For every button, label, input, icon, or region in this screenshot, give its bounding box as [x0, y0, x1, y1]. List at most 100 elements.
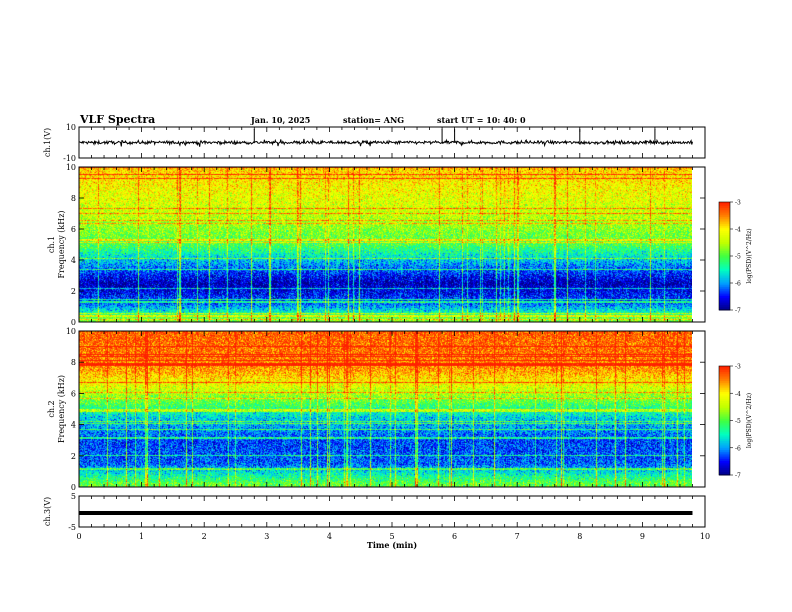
- ch2-spectrogram-colorbar-cell: [719, 407, 730, 411]
- ch1-spectrogram-colorbar-tick-label: -3: [735, 200, 741, 207]
- ch2-spectrogram-colorbar-tick-label: -5: [735, 418, 741, 425]
- x-tick-label: 10: [700, 532, 710, 541]
- ch1-spectrogram-colorbar-cell: [719, 277, 730, 280]
- ch2-spectrogram-colorbar-cell: [719, 393, 730, 396]
- ch2-spectrogram-colorbar-cell: [719, 465, 730, 469]
- ch1-spectrogram-colorbar-cell: [719, 257, 730, 261]
- ch2-spectrogram-colorbar-cell: [719, 424, 730, 427]
- ch2-spectrogram-colorbar-cell: [719, 449, 730, 452]
- ch1-spectrogram-colorbar-cell: [719, 236, 730, 239]
- ch2-spectrogram-colorbar-cell: [719, 389, 730, 392]
- ch1-spectrogram-colorbar-cell: [719, 279, 730, 282]
- ch2-spectrogram-colorbar-cell: [719, 451, 730, 454]
- ch1-spectrogram-colorbar-cell: [719, 254, 730, 257]
- ch1-spectrogram-colorbar-label: log(PSD)(V^2/Hz): [746, 228, 753, 283]
- ch1-spectrogram-colorbar-tick-label: -7: [735, 308, 741, 315]
- ch2-spectrogram-colorbar-cell: [719, 373, 730, 376]
- x-axis-label: Time (min): [367, 540, 417, 550]
- ch1-spectrogram-colorbar-cell: [719, 274, 730, 277]
- ch2-spectrogram-colorbar-cell: [719, 438, 730, 441]
- ch2-spectrogram-colorbar-cell: [719, 367, 730, 371]
- ch2-spectrogram-colorbar-cell: [719, 444, 730, 447]
- ch1-spectrogram-heatmap-image: [79, 167, 692, 322]
- ch1-spectrogram-colorbar-cell: [719, 229, 730, 232]
- ch2-spectrogram-ylabel: Frequency (kHz): [57, 375, 66, 443]
- ch2-spectrogram-colorbar-cell: [719, 460, 730, 463]
- ch2-spectrogram-colorbar-cell: [719, 402, 730, 405]
- ch1-spectrogram-colorbar-cell: [719, 272, 730, 275]
- ch1-spectrogram-colorbar-cell: [719, 211, 730, 214]
- ch1-spectrogram-ytick-label: 4: [71, 256, 76, 265]
- ch2-spectrogram-ylabel: ch.2: [47, 400, 56, 417]
- ch1-spectrogram-colorbar-cell: [719, 216, 730, 219]
- ch1-spectrogram-colorbar-tick-label: -6: [735, 281, 741, 288]
- ch1-spectrogram-colorbar-cell: [719, 241, 730, 244]
- ch2-spectrogram-colorbar-cell: [719, 411, 730, 414]
- ch1-spectrogram-ytick-label: 8: [71, 194, 76, 203]
- ch2-spectrogram-colorbar-cell: [719, 455, 730, 458]
- ch2-spectrogram-colorbar-cell: [719, 469, 730, 472]
- ch2-spectrogram-colorbar-cell: [719, 398, 730, 402]
- ch1-spectrogram-colorbar-cell: [719, 268, 730, 271]
- ch1-spectrogram-colorbar-cell: [719, 247, 730, 250]
- ch2-spectrogram-colorbar-cell: [719, 447, 730, 451]
- ch1-spectrogram-colorbar-cell: [719, 248, 730, 252]
- ch1-spectrogram-colorbar-cell: [719, 306, 730, 309]
- start-time-label: start UT = 10: 40: 0: [437, 115, 526, 125]
- ch1-spectrogram-colorbar-cell: [719, 223, 730, 226]
- ch1-spectrogram-colorbar-cell: [719, 290, 730, 293]
- ch1-spectrogram-ylabel: ch.1: [47, 236, 56, 253]
- ch1-spectrogram-colorbar-cell: [719, 227, 730, 230]
- ch1-spectrogram-colorbar-cell: [719, 301, 730, 304]
- ch2-spectrogram-colorbar-cell: [719, 387, 730, 391]
- ch1-spectrogram-ytick-label: 6: [71, 225, 76, 234]
- ch2-spectrogram-colorbar-cell: [719, 413, 730, 416]
- ch1-spectrogram-ytick-label: 10: [66, 163, 76, 172]
- ch1-spectrogram-colorbar-cell: [719, 220, 730, 223]
- ch1-spectrogram-colorbar-cell: [719, 252, 730, 255]
- ch1-spectrogram-colorbar-tick-label: -4: [735, 227, 741, 234]
- ch2-spectrogram-colorbar-cell: [719, 400, 730, 403]
- ch1-spectrogram-colorbar-cell: [719, 275, 730, 279]
- ch1-spectrogram-colorbar-cell: [719, 288, 730, 291]
- ch1-spectrogram-colorbar-cell: [719, 221, 730, 225]
- ch2-spectrogram-colorbar-cell: [719, 416, 730, 420]
- ch1-spectrogram-colorbar-cell: [719, 270, 730, 273]
- ch2-spectrogram-colorbar-cell: [719, 375, 730, 378]
- ch1-spectrogram-colorbar-cell: [719, 256, 730, 259]
- ch1-spectrogram-colorbar-cell: [719, 292, 730, 295]
- ch2-spectrogram-colorbar-cell: [719, 456, 730, 460]
- ch2-spectrogram-ytick-label: 8: [71, 358, 76, 367]
- ch1-spectrogram-colorbar-cell: [719, 245, 730, 248]
- x-tick-label: 8: [577, 532, 582, 541]
- ch2-spectrogram-colorbar-cell: [719, 464, 730, 467]
- ch1-spectrogram-colorbar-cell: [719, 286, 730, 289]
- ch1-spectrogram-colorbar-cell: [719, 295, 730, 298]
- ch1-spectrogram-colorbar-cell: [719, 281, 730, 284]
- ch2-spectrogram-ytick-label: 6: [71, 389, 76, 398]
- ch2-spectrogram-colorbar-tick-label: -4: [735, 391, 741, 398]
- ch2-spectrogram-colorbar-cell: [719, 376, 730, 380]
- ch1-spectrogram-colorbar-cell: [719, 214, 730, 217]
- ch1-spectrogram-colorbar-cell: [719, 218, 730, 221]
- ch2-spectrogram-heatmap-image: [79, 331, 692, 487]
- ch1-spectrogram-ylabel: Frequency (kHz): [57, 210, 66, 278]
- ch2-spectrogram-colorbar-cell: [719, 440, 730, 443]
- x-tick-label: 4: [327, 532, 332, 541]
- ch2-spectrogram-colorbar-cell: [719, 415, 730, 418]
- ch2-spectrogram-colorbar-cell: [719, 427, 730, 431]
- ch2-spectrogram-colorbar-cell: [719, 433, 730, 436]
- ch1-spectrogram-colorbar-cell: [719, 212, 730, 216]
- x-tick-label: 7: [515, 532, 520, 541]
- ch1-spectrogram-ytick-label: 2: [71, 287, 76, 296]
- ch1-spectrogram-colorbar-cell: [719, 293, 730, 297]
- ch2-spectrogram-colorbar-cell: [719, 395, 730, 398]
- x-tick-label: 9: [640, 532, 645, 541]
- ch1-waveform-series-line: [78, 137, 693, 148]
- ch2-spectrogram-colorbar-cell: [719, 467, 730, 471]
- ch3-waveform-ylabel: ch.3(V): [43, 497, 52, 526]
- ch2-spectrogram-colorbar-cell: [719, 391, 730, 394]
- ch2-spectrogram-colorbar-cell: [719, 369, 730, 372]
- ch2-spectrogram-colorbar-cell: [719, 404, 730, 407]
